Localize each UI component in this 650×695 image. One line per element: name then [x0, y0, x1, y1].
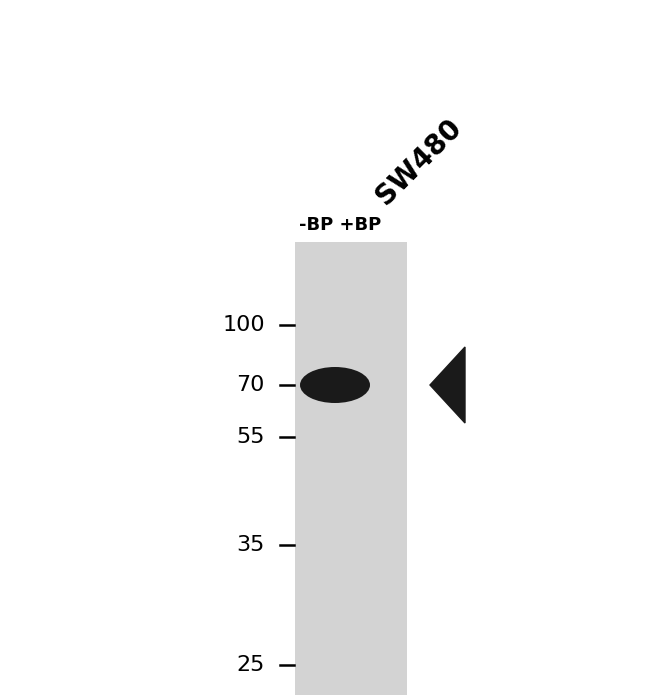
Text: 35: 35	[237, 535, 265, 555]
Text: SW480: SW480	[370, 113, 467, 210]
Text: 55: 55	[237, 427, 265, 447]
Bar	[295, 242, 407, 695]
Text: 25: 25	[237, 655, 265, 675]
Text: 70: 70	[237, 375, 265, 395]
Text: 100: 100	[222, 315, 265, 335]
Polygon shape	[430, 347, 465, 423]
Ellipse shape	[300, 367, 370, 403]
Text: -BP +BP: -BP +BP	[299, 216, 381, 234]
